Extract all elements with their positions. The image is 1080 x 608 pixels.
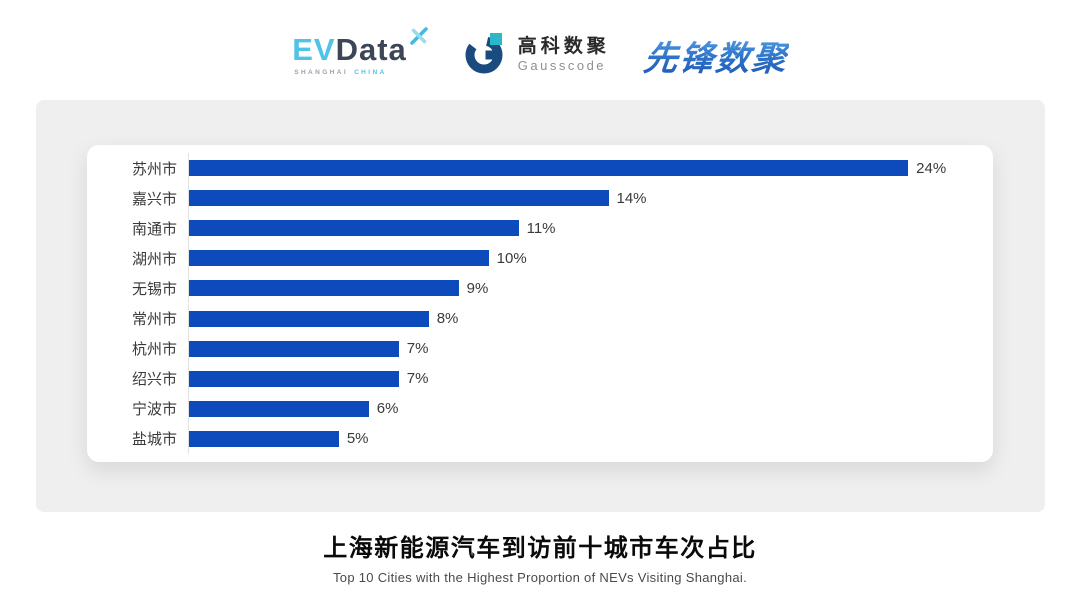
gausscode-g-icon xyxy=(463,30,509,81)
bar-row: 嘉兴市 14% xyxy=(87,183,969,214)
category-label: 无锡市 xyxy=(131,280,177,298)
category-label: 嘉兴市 xyxy=(131,190,177,208)
bar-row: 南通市 11% xyxy=(87,213,969,244)
category-label: 苏州市 xyxy=(131,160,177,178)
bar-row: 宁波市 6% xyxy=(87,393,969,424)
value-label: 7% xyxy=(406,370,429,388)
evdata-ev-text: EV xyxy=(292,32,336,67)
bar-track: 8% xyxy=(188,303,969,334)
bar xyxy=(189,250,489,267)
chart-card: 苏州市 24% 嘉兴市 14% 南通市 11% 湖州市 10% 无锡市 9% 常州市 8% 杭州市 7% 绍… xyxy=(87,145,993,462)
bar-track: 6% xyxy=(188,393,969,424)
gausscode-cn-text: 高科数聚 xyxy=(517,35,610,57)
bar xyxy=(189,340,399,357)
evdata-wordmark: EV Data xyxy=(292,27,429,67)
bar xyxy=(189,310,429,327)
bar xyxy=(189,190,609,207)
bar xyxy=(189,280,459,297)
category-label: 南通市 xyxy=(131,220,177,238)
bar xyxy=(189,430,339,447)
category-label: 杭州市 xyxy=(131,341,177,359)
evdata-china-text: CHINA xyxy=(354,69,387,76)
bar xyxy=(189,370,399,387)
category-label: 常州市 xyxy=(131,311,177,329)
gausscode-en-text: Gausscode xyxy=(517,57,607,73)
chart-title: 上海新能源汽车到访前十城市车次占比 xyxy=(323,535,757,562)
footer: 上海新能源汽车到访前十城市车次占比 Top 10 Cities with the… xyxy=(0,528,1080,585)
bar-chart: 苏州市 24% 嘉兴市 14% 南通市 11% 湖州市 10% 无锡市 9% 常州市 8% 杭州市 7% 绍… xyxy=(87,153,969,454)
chart-panel: 苏州市 24% 嘉兴市 14% 南通市 11% 湖州市 10% 无锡市 9% 常州市 8% 杭州市 7% 绍… xyxy=(36,100,1045,512)
gausscode-logo: 高科数聚 Gausscode xyxy=(463,30,610,81)
bar-track: 7% xyxy=(188,363,969,394)
bar-track: 24% xyxy=(188,153,969,184)
evdata-data-text: Data xyxy=(335,32,407,67)
evdata-shanghai-text: SHANGHAI xyxy=(294,69,349,76)
value-label: 6% xyxy=(376,400,399,418)
value-label: 8% xyxy=(436,310,459,328)
bar-row: 常州市 8% xyxy=(87,303,969,334)
chart-subtitle: Top 10 Cities with the Highest Proportio… xyxy=(333,570,747,585)
bar-track: 5% xyxy=(188,423,969,454)
value-label: 10% xyxy=(496,249,527,267)
xianfeng-logo: 先锋数聚 xyxy=(641,31,790,80)
gausscode-text: 高科数聚 Gausscode xyxy=(517,35,610,73)
bar xyxy=(189,160,909,177)
bar-row: 湖州市 10% xyxy=(87,243,969,274)
value-label: 5% xyxy=(346,430,369,448)
evdata-x-star-icon xyxy=(409,26,429,50)
bar xyxy=(189,400,369,417)
bar-rows: 苏州市 24% 嘉兴市 14% 南通市 11% 湖州市 10% 无锡市 9% 常州市 8% 杭州市 7% 绍… xyxy=(87,153,969,454)
value-label: 9% xyxy=(466,279,489,297)
bar-row: 无锡市 9% xyxy=(87,273,969,304)
category-label: 湖州市 xyxy=(131,250,177,268)
bar-track: 7% xyxy=(188,333,969,364)
value-label: 24% xyxy=(916,159,947,177)
value-label: 11% xyxy=(526,219,556,237)
bar xyxy=(189,220,519,237)
evdata-subtext: SHANGHAI CHINA xyxy=(294,69,386,76)
value-label: 7% xyxy=(406,340,429,358)
bar-row: 盐城市 5% xyxy=(87,423,969,454)
header: EV Data SHANGHAI CHINA 高科数聚 Gausscode xyxy=(0,0,1080,100)
evdata-logo: EV Data SHANGHAI CHINA xyxy=(292,27,429,76)
bar-row: 绍兴市 7% xyxy=(87,363,969,394)
category-label: 宁波市 xyxy=(131,401,177,419)
bar-row: 杭州市 7% xyxy=(87,333,969,364)
category-label: 盐城市 xyxy=(131,431,177,449)
bar-track: 9% xyxy=(188,273,969,304)
bar-row: 苏州市 24% xyxy=(87,153,969,184)
bar-track: 14% xyxy=(188,183,969,214)
bar-track: 11% xyxy=(188,213,969,244)
value-label: 14% xyxy=(616,189,647,207)
category-label: 绍兴市 xyxy=(131,371,177,389)
bar-track: 10% xyxy=(188,243,969,274)
